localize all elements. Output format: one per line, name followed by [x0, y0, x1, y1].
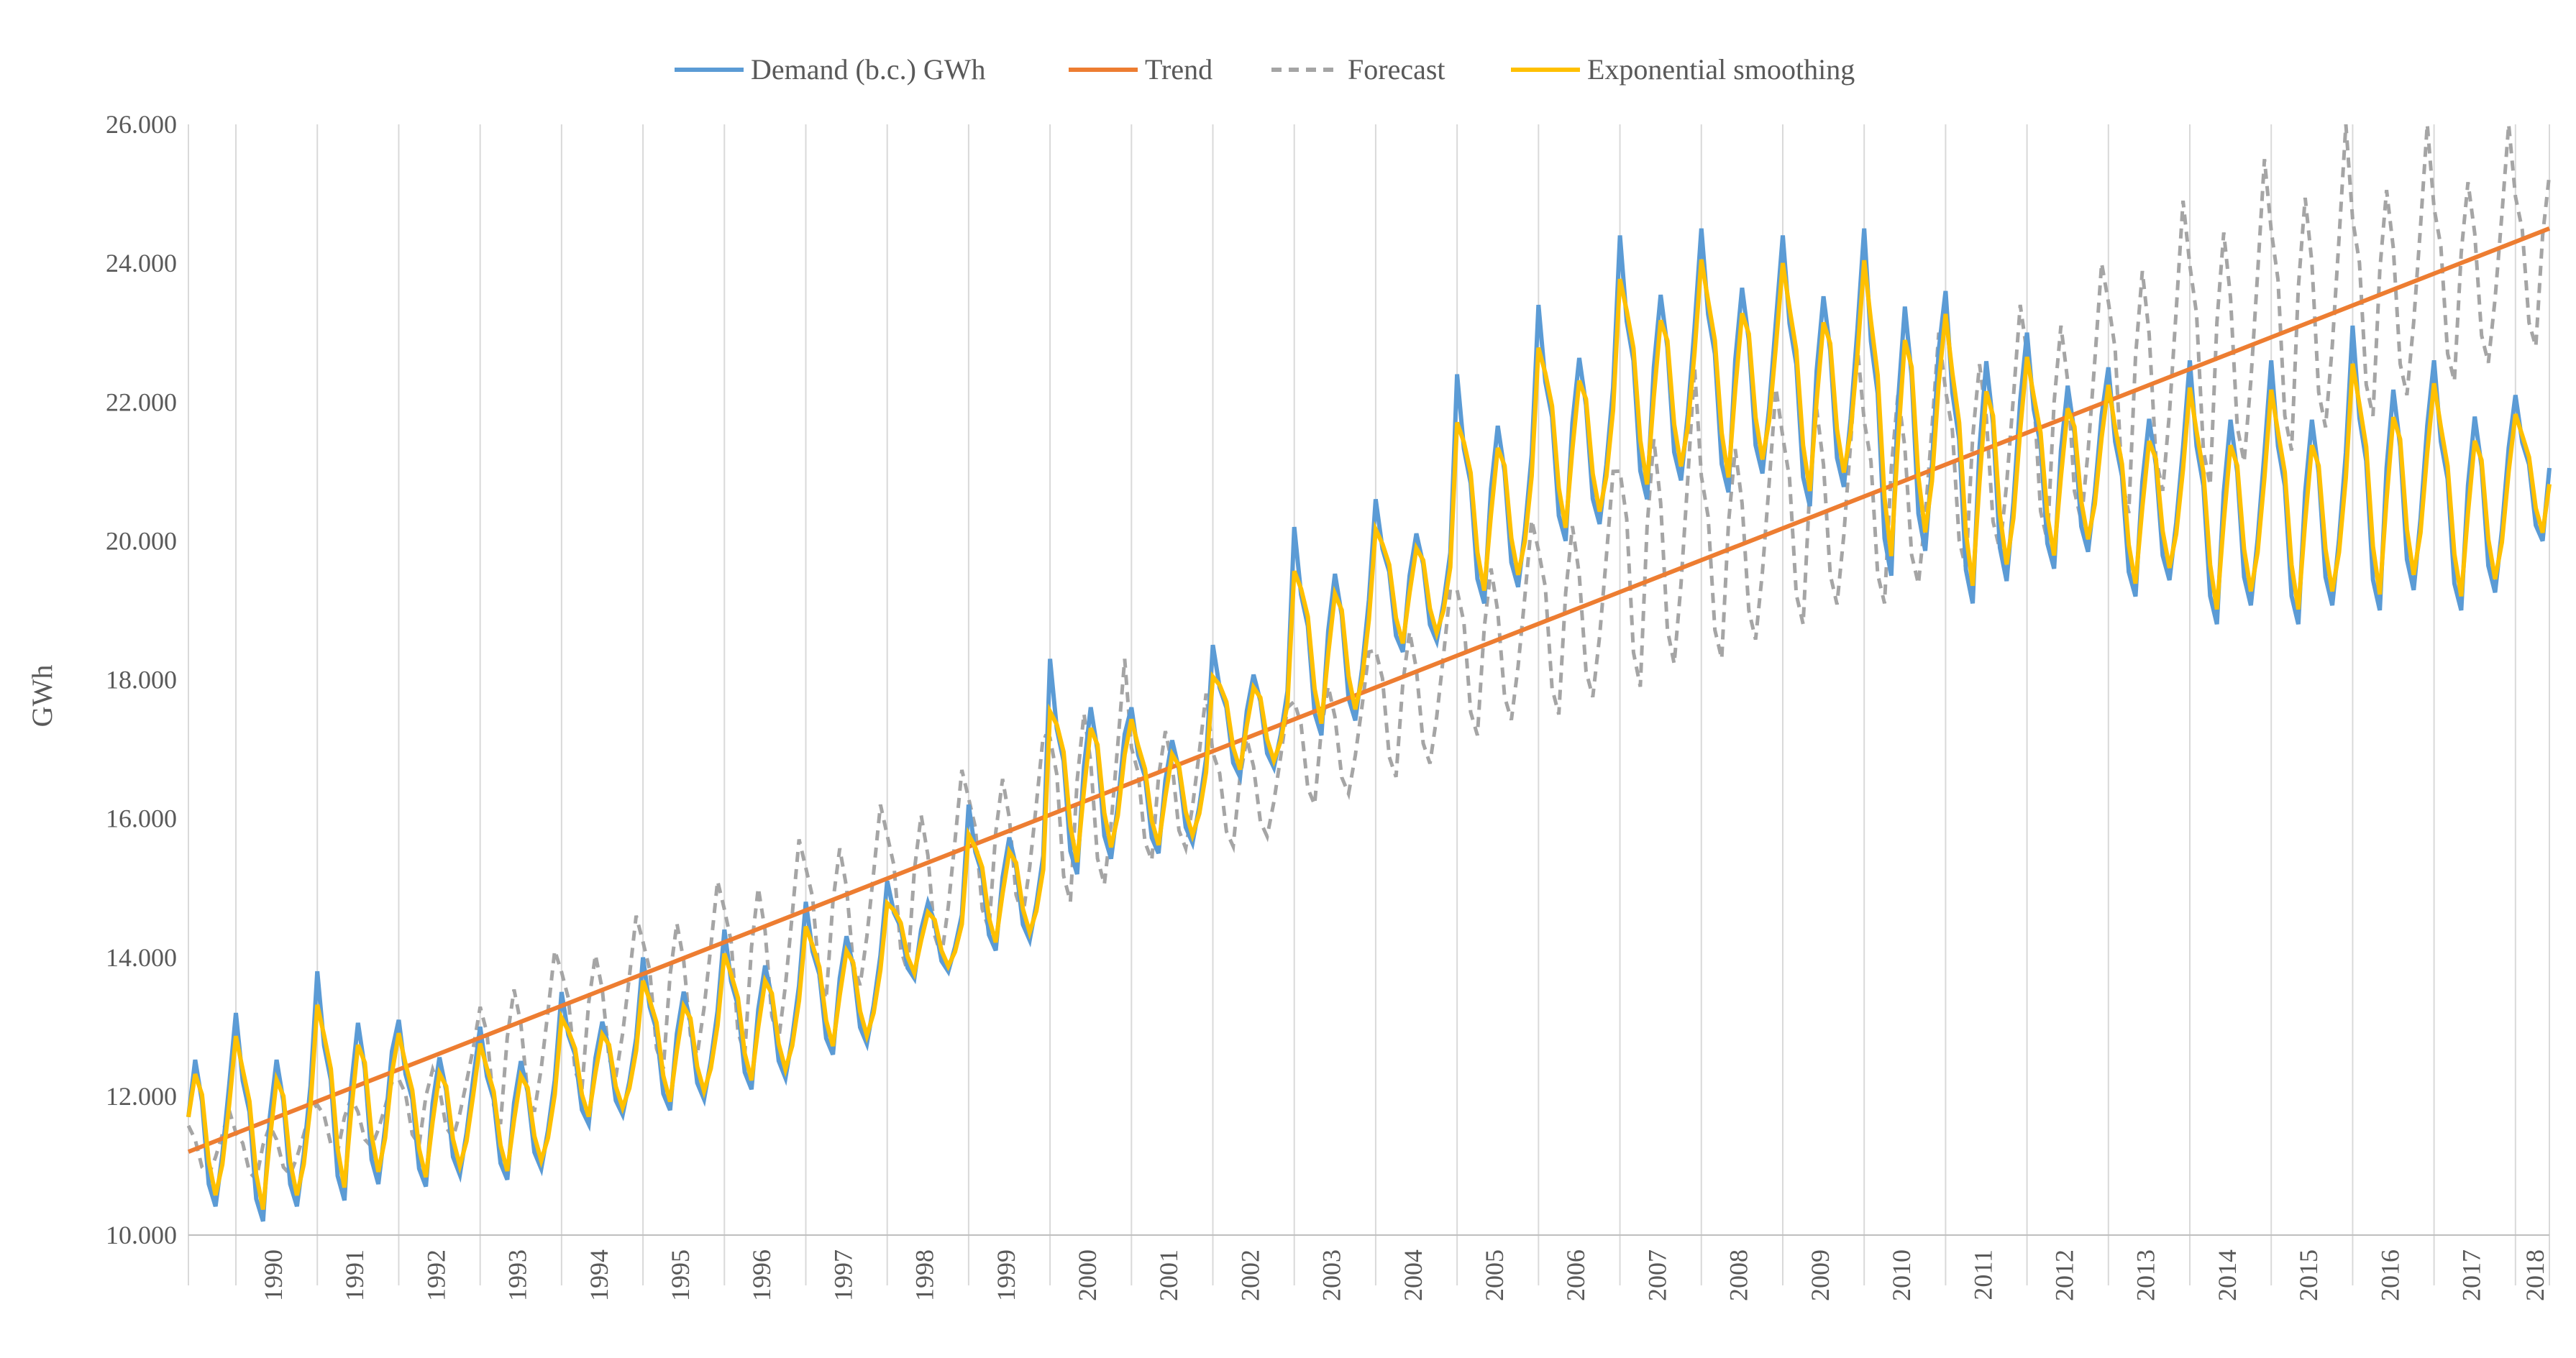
axes: 10.000 12.000 14.000 16.000 18.000 20.000 22.0…	[106, 110, 2549, 1301]
series-line-demand	[186, 228, 2552, 1222]
series-line-forecast	[186, 124, 2552, 1184]
legend-label: Trend	[1145, 53, 1212, 86]
x-tick-label: 2012	[2050, 1249, 2078, 1301]
legend: Demand (b.c.) GWh Trend Forecast Exponentia…	[675, 53, 1855, 86]
y-axis-title: GWh	[26, 665, 58, 728]
x-tick-label: 2018	[2521, 1249, 2549, 1301]
x-tick-label: 2013	[2132, 1249, 2160, 1301]
legend-label: Exponential smoothing	[1587, 53, 1855, 86]
y-tick-label: 24.000	[106, 249, 177, 277]
series-line-trend	[187, 226, 2551, 1154]
x-tick-label: 1991	[340, 1249, 369, 1301]
y-tick-label: 20.000	[106, 526, 177, 555]
x-tick-label: 2011	[1968, 1249, 1997, 1300]
x-tick-label: 2006	[1561, 1249, 1590, 1301]
x-tick-label: 1999	[992, 1249, 1020, 1301]
y-tick-label: 18.000	[106, 666, 177, 694]
y-tick-label: 14.000	[106, 943, 177, 972]
x-tick-label: 2002	[1236, 1249, 1264, 1301]
x-tick-label: 2005	[1480, 1249, 1509, 1301]
y-tick-label: 12.000	[106, 1082, 177, 1111]
x-tick-label: 2010	[1887, 1249, 1916, 1301]
series-layer	[186, 124, 2552, 1222]
x-tick-label: 2009	[1806, 1249, 1835, 1301]
x-tick-label: 2000	[1073, 1249, 1102, 1301]
y-tick-label: 26.000	[106, 110, 177, 139]
series-line-exponential-smoothing	[186, 259, 2552, 1210]
x-tick-label: 2004	[1399, 1249, 1428, 1301]
x-tick-label: 2003	[1317, 1249, 1346, 1301]
x-tick-label: 1997	[828, 1249, 857, 1301]
x-tick-label: 2017	[2457, 1249, 2486, 1301]
x-tick-label: 2014	[2213, 1249, 2242, 1301]
legend-label: Forecast	[1348, 53, 1445, 86]
y-tick-label: 16.000	[106, 804, 177, 833]
legend-label: Demand (b.c.) GWh	[751, 53, 986, 86]
x-tick-label: 2008	[1725, 1249, 1753, 1301]
x-tick-label: 2007	[1643, 1249, 1671, 1301]
x-tick-label: 1994	[585, 1249, 613, 1301]
x-tick-label: 2016	[2375, 1249, 2404, 1301]
y-tick-label: 22.000	[106, 387, 177, 416]
x-tick-label: 1992	[421, 1249, 450, 1301]
x-tick-label: 1993	[503, 1249, 532, 1301]
x-tick-label: 1998	[910, 1249, 939, 1301]
x-tick-label: 1995	[666, 1249, 695, 1301]
x-tick-label: 2001	[1154, 1249, 1183, 1301]
x-tick-label: 2015	[2294, 1249, 2323, 1301]
x-tick-label: 1990	[259, 1249, 288, 1301]
y-tick-label: 10.000	[106, 1221, 177, 1249]
gridlines	[188, 124, 2550, 1285]
x-tick-label: 1996	[747, 1249, 776, 1301]
